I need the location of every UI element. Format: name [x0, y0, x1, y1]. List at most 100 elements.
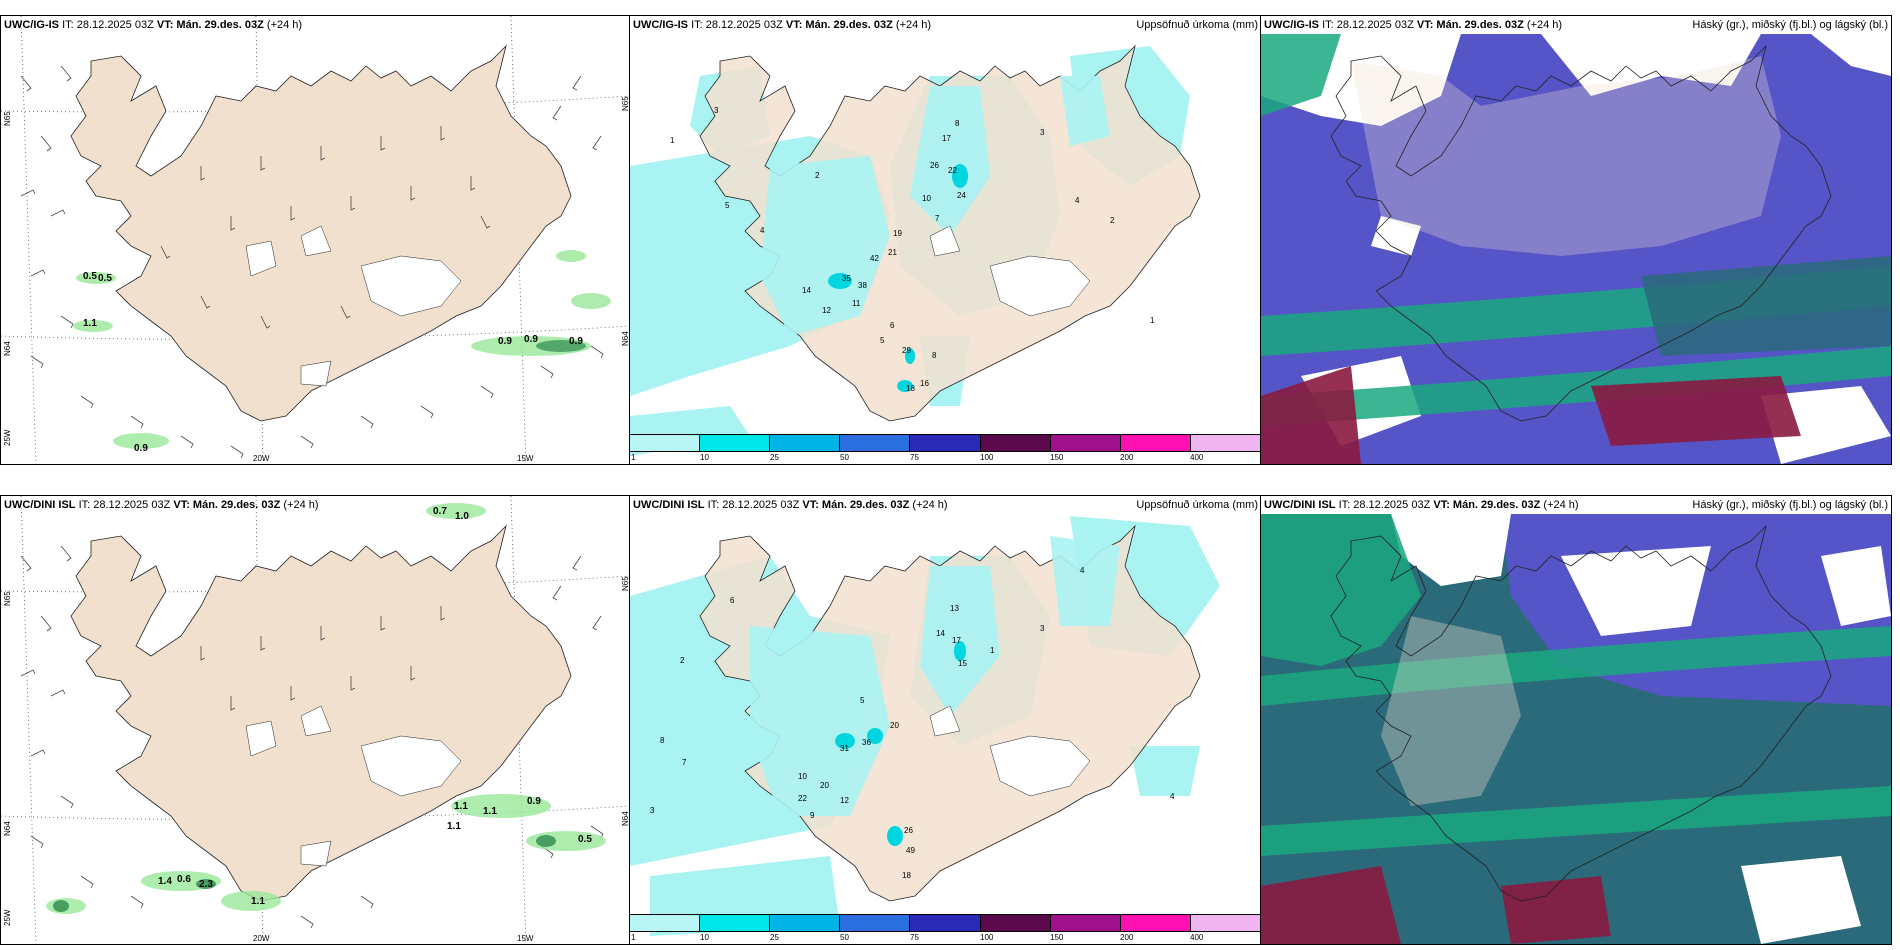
lead-time: (+24 h) [266, 19, 303, 31]
wind-header-top: UWC/IG-IS IT: 28.12.2025 03Z VT: Mán. 29… [4, 19, 302, 31]
colorbar-tick: 25 [770, 453, 779, 462]
wind-value: 0.5 [578, 834, 592, 845]
wind-map-top [1, 16, 630, 464]
precip-panel-top: UWC/IG-IS IT: 28.12.2025 03Z VT: Mán. 29… [629, 15, 1262, 465]
lead-time: (+24 h) [912, 499, 948, 511]
wind-value: 0.5 [83, 271, 97, 282]
precip-value: 10 [798, 772, 807, 781]
lat-label-n65: N65 [3, 111, 12, 126]
cloud-panel-top: UWC/IG-IS IT: 28.12.2025 03Z VT: Mán. 29… [1260, 15, 1892, 465]
precip-value: 3 [1040, 624, 1045, 633]
precip-value: 29 [902, 346, 911, 355]
colorbar-cell [1120, 915, 1191, 931]
valid-time: VT: Mán. 29.des. 03Z [173, 499, 281, 511]
precip-value: 16 [920, 379, 929, 388]
colorbar-tick: 150 [1050, 933, 1064, 942]
colorbar-tick: 10 [700, 933, 709, 942]
colorbar-tick: 1 [631, 453, 636, 462]
model-name: UWC/IG-IS [4, 19, 59, 31]
precip-value: 3 [714, 106, 719, 115]
precip-value: 8 [932, 351, 937, 360]
wind-value: 0.9 [524, 334, 538, 345]
lead-time: (+24 h) [1526, 19, 1563, 31]
precip-value: 6 [730, 596, 735, 605]
wind-value: 0.7 [433, 506, 447, 517]
model-name: UWC/DINI ISL [1264, 499, 1336, 511]
colorbar-cell [840, 915, 911, 931]
precip-value: 2 [680, 656, 685, 665]
init-time: IT: 28.12.2025 03Z [691, 19, 783, 31]
precip-value: 4 [1080, 566, 1085, 575]
wind-value: 0.6 [177, 874, 191, 885]
precip-value: 35 [842, 274, 851, 283]
precip-value: 7 [935, 214, 940, 223]
precip-value: 15 [958, 659, 967, 668]
cloud-panel-bottom: UWC/DINI ISL IT: 28.12.2025 03Z VT: Mán.… [1260, 495, 1892, 945]
wind-value: 0.9 [134, 443, 148, 454]
valid-time: VT: Mán. 29.des. 03Z [802, 499, 910, 511]
precip-value: 14 [802, 286, 811, 295]
precip-value: 21 [888, 248, 897, 257]
precip-title: Uppsöfnuð úrkoma (mm) [1136, 19, 1258, 31]
precip-value: 22 [948, 166, 957, 175]
precip-value: 2 [1110, 216, 1115, 225]
valid-time: VT: Mán. 29.des. 03Z [785, 19, 893, 31]
precip-value: 14 [936, 629, 945, 638]
lead-time: (+24 h) [895, 19, 932, 31]
precip-value: 4 [1075, 196, 1080, 205]
precip-value: 3 [650, 806, 655, 815]
colorbar-cell [1050, 915, 1121, 931]
colorbar-tick: 200 [1120, 933, 1134, 942]
lon-label-15w: 15W [517, 454, 534, 463]
lead-time: (+24 h) [283, 499, 319, 511]
lon-label-20w: 20W [253, 934, 270, 943]
cloud-title: Háský (gr.), miðský (fj.bl.) og lágský (… [1692, 499, 1888, 511]
precip-title: Uppsöfnuð úrkoma (mm) [1136, 499, 1258, 511]
lon-label-25w: 25W [3, 909, 12, 926]
model-name: UWC/DINI ISL [4, 499, 76, 511]
precip-value: 12 [822, 306, 831, 315]
precip-value: 1 [670, 136, 675, 145]
wind-value: 1.1 [447, 821, 461, 832]
colorbar-tick: 400 [1190, 933, 1204, 942]
colorbar-tick: 75 [910, 933, 919, 942]
precip-value: 10 [922, 194, 931, 203]
lead-time: (+24 h) [1543, 499, 1579, 511]
lat-label-n64: N64 [3, 341, 12, 356]
colorbar-tick: 50 [840, 933, 849, 942]
colorbar-tick: 1 [631, 933, 636, 942]
wind-value: 1.1 [251, 896, 265, 907]
init-time: IT: 28.12.2025 03Z [62, 19, 154, 31]
colorbar-cell [980, 915, 1051, 931]
colorbar-cell [1120, 435, 1191, 451]
precip-map-top [630, 44, 1201, 456]
wind-value: 0.9 [569, 336, 583, 347]
cloud-map-bottom [1261, 514, 1891, 944]
precip-value: 13 [950, 604, 959, 613]
init-time: IT: 28.12.2025 03Z [1338, 499, 1431, 511]
precip-map-bottom [630, 516, 1220, 936]
model-name: UWC/IG-IS [1264, 19, 1319, 31]
colorbar-cell [1190, 435, 1261, 451]
wind-panel-top: UWC/IG-IS IT: 28.12.2025 03Z VT: Mán. 29… [0, 15, 631, 465]
wind-value: 0.9 [527, 796, 541, 807]
colorbar-cell [700, 915, 771, 931]
precip-value: 20 [820, 781, 829, 790]
precip-value: 42 [870, 254, 879, 263]
precip-colorbar-top: 1 10 25 50 75 100 150 200 400 [630, 434, 1261, 462]
lon-label-25w: 25W [3, 429, 12, 446]
colorbar-cell [910, 435, 981, 451]
colorbar-cell [1050, 435, 1121, 451]
precip-value: 8 [660, 736, 665, 745]
cloud-title: Háský (gr.), miðský (fj.bl.) og lágský (… [1692, 19, 1888, 31]
wind-value: 1.1 [83, 318, 97, 329]
precip-value: 20 [890, 721, 899, 730]
valid-time: VT: Mán. 29.des. 03Z [156, 19, 264, 31]
precip-value: 5 [725, 201, 730, 210]
valid-time: VT: Mán. 29.des. 03Z [1416, 19, 1524, 31]
colorbar-tick: 400 [1190, 453, 1204, 462]
precip-value: 3 [1040, 128, 1045, 137]
colorbar-cell [840, 435, 911, 451]
precip-value: 19 [893, 229, 902, 238]
init-time: IT: 28.12.2025 03Z [1322, 19, 1414, 31]
